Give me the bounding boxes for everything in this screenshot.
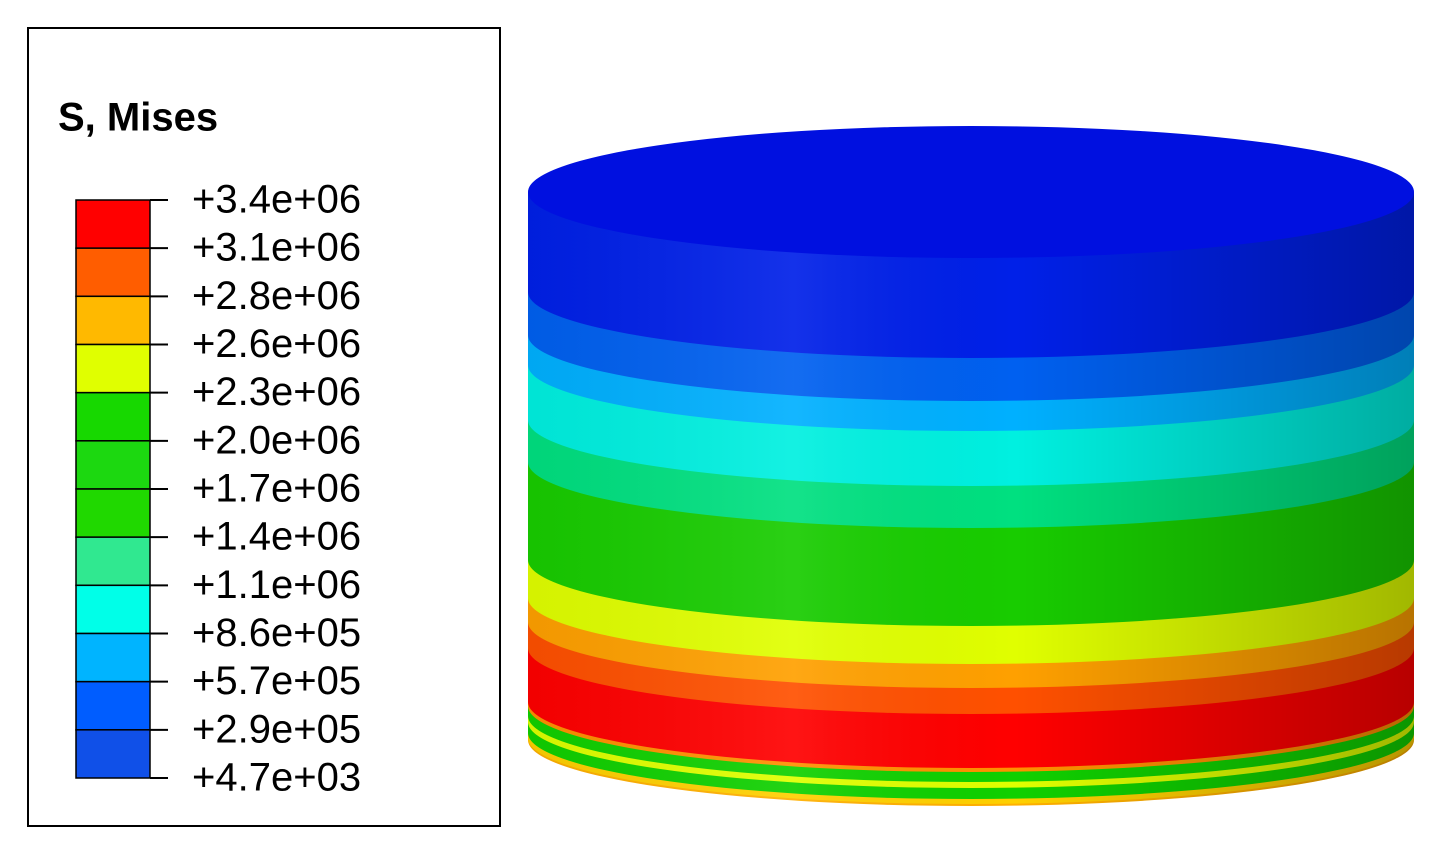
legend-label: +2.6e+06 [192, 322, 361, 366]
legend-swatch [75, 584, 151, 635]
legend-label: +4.7e+03 [192, 756, 361, 800]
legend-swatch [75, 247, 151, 298]
legend-swatch [75, 343, 151, 394]
legend-label: +3.1e+06 [192, 226, 361, 270]
legend-label: +1.7e+06 [192, 467, 361, 511]
legend-label: +3.4e+06 [192, 178, 361, 222]
legend-swatch [75, 488, 151, 538]
legend: +3.4e+06+3.1e+06+2.8e+06+2.6e+06+2.3e+06… [75, 178, 361, 800]
legend-swatch [75, 295, 151, 346]
legend-swatch [75, 440, 151, 490]
cylinder-top [528, 126, 1414, 258]
legend-swatch [75, 536, 151, 587]
side-shade [528, 192, 1414, 806]
legend-label: +1.4e+06 [192, 515, 361, 559]
legend-label: +8.6e+05 [192, 611, 361, 655]
legend-label: +1.1e+06 [192, 563, 361, 607]
legend-swatch [75, 199, 151, 249]
cylinder-side [528, 192, 1414, 806]
legend-swatch [75, 391, 151, 442]
legend-label: +2.8e+06 [192, 274, 361, 318]
legend-label: +2.9e+05 [192, 707, 361, 751]
legend-swatch [75, 680, 151, 731]
legend-label: +5.7e+05 [192, 659, 361, 703]
legend-label: +2.0e+06 [192, 418, 361, 462]
legend-title: S, Mises [58, 96, 218, 140]
legend-swatch [75, 632, 151, 683]
cylinder [528, 126, 1414, 806]
legend-swatch [75, 729, 151, 779]
legend-label: +2.3e+06 [192, 370, 361, 414]
